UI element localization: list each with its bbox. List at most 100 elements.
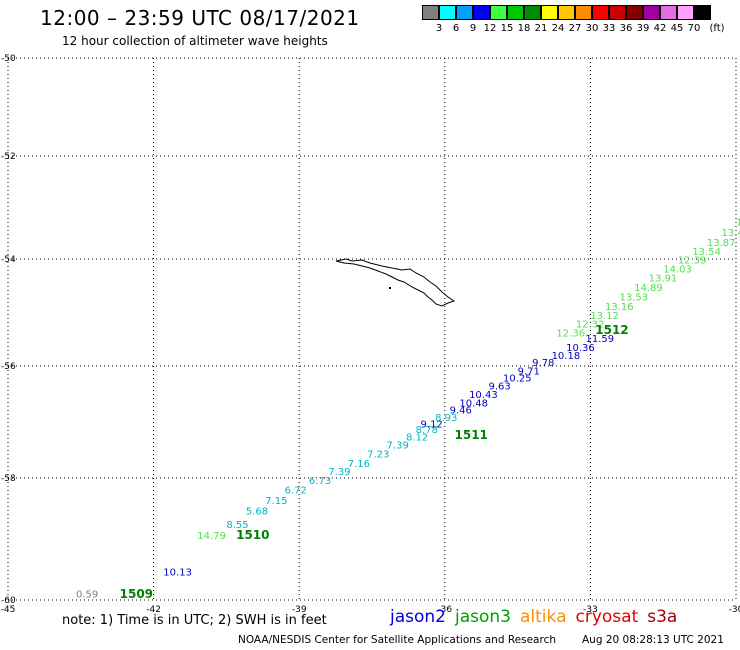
color-scale-label: 9	[469, 23, 477, 34]
wave-height-value: 6.72	[285, 485, 307, 496]
color-scale-label: 39	[636, 23, 650, 34]
color-scale-label: 27	[568, 23, 582, 34]
page-subtitle: 12 hour collection of altimeter wave hei…	[62, 34, 328, 48]
color-scale-label: 24	[551, 23, 565, 34]
color-scale-label: 21	[534, 23, 548, 34]
wave-height-value: 5.68	[246, 507, 268, 518]
color-scale-label: 36	[619, 23, 633, 34]
generated-timestamp: Aug 20 08:28:13 UTC 2021	[582, 634, 724, 646]
wave-height-value: 0.59	[76, 590, 98, 601]
wave-height-value: 8.12	[406, 432, 428, 443]
longitude-label: -39	[292, 605, 307, 615]
wave-height-value: 13.87	[707, 238, 736, 249]
color-scale-label: 45	[670, 23, 684, 34]
satellite-name: s3a	[647, 607, 678, 627]
color-swatch	[490, 5, 507, 20]
color-swatch	[558, 5, 575, 20]
satellite-name: jason3	[455, 607, 511, 627]
color-swatch	[575, 5, 592, 20]
wave-height-value: 14.79	[197, 531, 226, 542]
latitude-label: -54	[1, 255, 16, 265]
wave-height-value: 13.48	[721, 228, 740, 239]
wave-height-value: 9.46	[450, 406, 472, 417]
wave-height-value: 10.25	[503, 374, 532, 385]
wave-height-value: 14.89	[634, 283, 663, 294]
longitude-label: -45	[1, 605, 16, 615]
latitude-label: -50	[1, 54, 16, 64]
track-id-label: 1512	[595, 323, 628, 337]
color-swatch	[456, 5, 473, 20]
longitude-label: -36	[437, 605, 452, 615]
wave-height-value: 9.63	[488, 382, 510, 393]
wave-height-value: 14.03	[663, 264, 692, 275]
color-swatch	[592, 5, 609, 20]
color-scale-unit: (ft)	[709, 23, 725, 34]
satellite-name: cryosat	[575, 607, 639, 627]
wave-height-value: 13.16	[605, 302, 634, 313]
wave-height-value: 12.32	[576, 319, 605, 330]
color-swatch	[422, 5, 439, 20]
color-swatch	[541, 5, 558, 20]
color-swatch	[694, 5, 711, 20]
color-scale-label: 42	[653, 23, 667, 34]
island-coastline	[335, 258, 456, 307]
wave-height-value: 10.43	[469, 390, 498, 401]
wave-height-value: 8.78	[416, 425, 438, 436]
wave-height-value: 13.54	[692, 247, 721, 258]
color-scale-label: 12	[483, 23, 497, 34]
color-swatch	[643, 5, 660, 20]
longitude-label: -42	[146, 605, 161, 615]
wave-height-value: 8.93	[435, 413, 457, 424]
latitude-label: -52	[1, 152, 16, 162]
satellite-name: jason2	[390, 607, 446, 627]
color-scale-label: 70	[687, 23, 701, 34]
satellite-name: altika	[520, 607, 567, 627]
wave-height-value: 11.59	[586, 334, 615, 345]
wave-height-value: 7.16	[348, 459, 370, 470]
color-swatch	[626, 5, 643, 20]
wave-height-value: 12.36	[556, 329, 585, 340]
color-scale-label: 15	[500, 23, 514, 34]
track-id-label: 1511	[455, 428, 488, 442]
track-id-label: 1510	[236, 528, 269, 542]
footnote: note: 1) Time is in UTC; 2) SWH is in fe…	[62, 613, 327, 628]
wave-height-value: 13.53	[620, 293, 649, 304]
wave-height-value: 9.71	[518, 366, 540, 377]
wave-height-value: 9.12	[421, 420, 443, 431]
islet	[389, 287, 391, 289]
color-swatch	[507, 5, 524, 20]
color-scale-label: 6	[452, 23, 460, 34]
wave-height-value: 10.48	[459, 398, 488, 409]
color-swatch	[609, 5, 626, 20]
wave-height-value: 7.23	[367, 449, 389, 460]
color-swatch	[660, 5, 677, 20]
page-title: 12:00 – 23:59 UTC 08/17/2021	[40, 6, 360, 30]
latitude-label: -56	[1, 362, 16, 372]
latitude-label: -60	[1, 596, 16, 606]
color-swatch	[524, 5, 541, 20]
latitude-label: -58	[1, 474, 16, 484]
color-scale-label: 18	[517, 23, 531, 34]
wave-height-value: 7.39	[328, 467, 350, 478]
color-scale-label: 33	[602, 23, 616, 34]
color-swatch	[677, 5, 694, 20]
longitude-label: -30	[729, 605, 740, 615]
color-scale-label: 30	[585, 23, 599, 34]
wave-height-value: 10.36	[566, 343, 595, 354]
track-id-label: 1509	[120, 587, 153, 601]
wave-height-value: 13.91	[649, 273, 678, 284]
longitude-label: -33	[583, 605, 598, 615]
color-swatch	[473, 5, 490, 20]
wave-height-value: 12.39	[678, 255, 707, 266]
satellite-legend: jason2 jason3 altika cryosat s3a	[390, 607, 686, 627]
wave-height-value: 13.12	[590, 311, 619, 322]
color-swatch	[439, 5, 456, 20]
wave-height-value: 10.18	[552, 351, 581, 362]
credit-line: NOAA/NESDIS Center for Satellite Applica…	[238, 634, 556, 646]
wave-height-value: 7.39	[387, 440, 409, 451]
wave-height-value: 7.15	[265, 496, 287, 507]
wave-height-value: 9.78	[532, 358, 554, 369]
wave-height-value: 10.13	[163, 568, 192, 579]
color-scale-label: 3	[435, 23, 443, 34]
